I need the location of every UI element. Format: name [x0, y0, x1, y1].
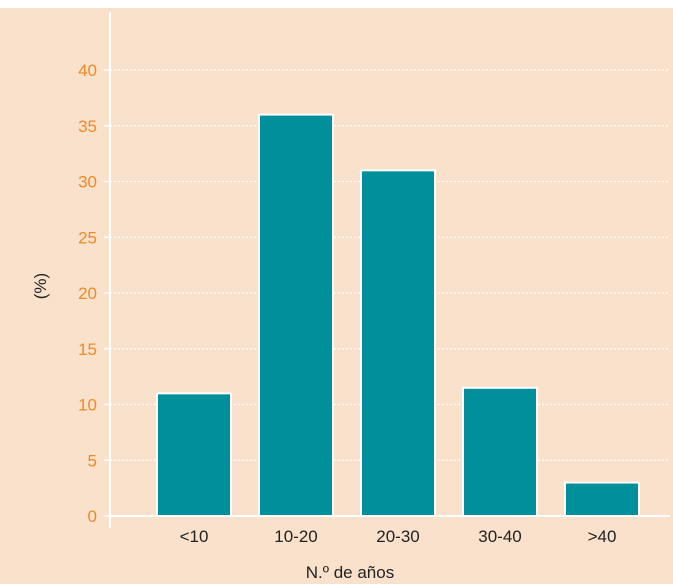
y-tick-labels: 0 5 10 15 20 25 30 35 40 — [78, 61, 97, 526]
y-tick-label: 10 — [78, 396, 97, 415]
y-tick-label: 15 — [78, 340, 97, 359]
chart-background — [0, 8, 673, 584]
y-tick-label: 0 — [88, 507, 97, 526]
bars — [156, 113, 640, 518]
y-tick-label: 40 — [78, 61, 97, 80]
y-tick-label: 20 — [78, 284, 97, 303]
x-tick-label: >40 — [588, 527, 617, 546]
x-tick-label: 30-40 — [478, 527, 521, 546]
x-tick-label: 10-20 — [274, 527, 317, 546]
bar — [156, 392, 232, 518]
x-tick-label: 20-30 — [376, 527, 419, 546]
y-tick-label: 35 — [78, 117, 97, 136]
bar — [258, 113, 334, 517]
x-tick-label: <10 — [180, 527, 209, 546]
bar — [462, 386, 538, 517]
x-tick-labels: <10 10-20 20-30 30-40 >40 — [180, 527, 617, 546]
x-axis-label: N.º de años — [306, 563, 394, 582]
bar — [360, 169, 436, 517]
y-axis-label: (%) — [31, 273, 50, 299]
y-tick-label: 30 — [78, 173, 97, 192]
y-tick-label: 5 — [88, 451, 97, 470]
bar — [564, 481, 640, 517]
y-tick-label: 25 — [78, 228, 97, 247]
